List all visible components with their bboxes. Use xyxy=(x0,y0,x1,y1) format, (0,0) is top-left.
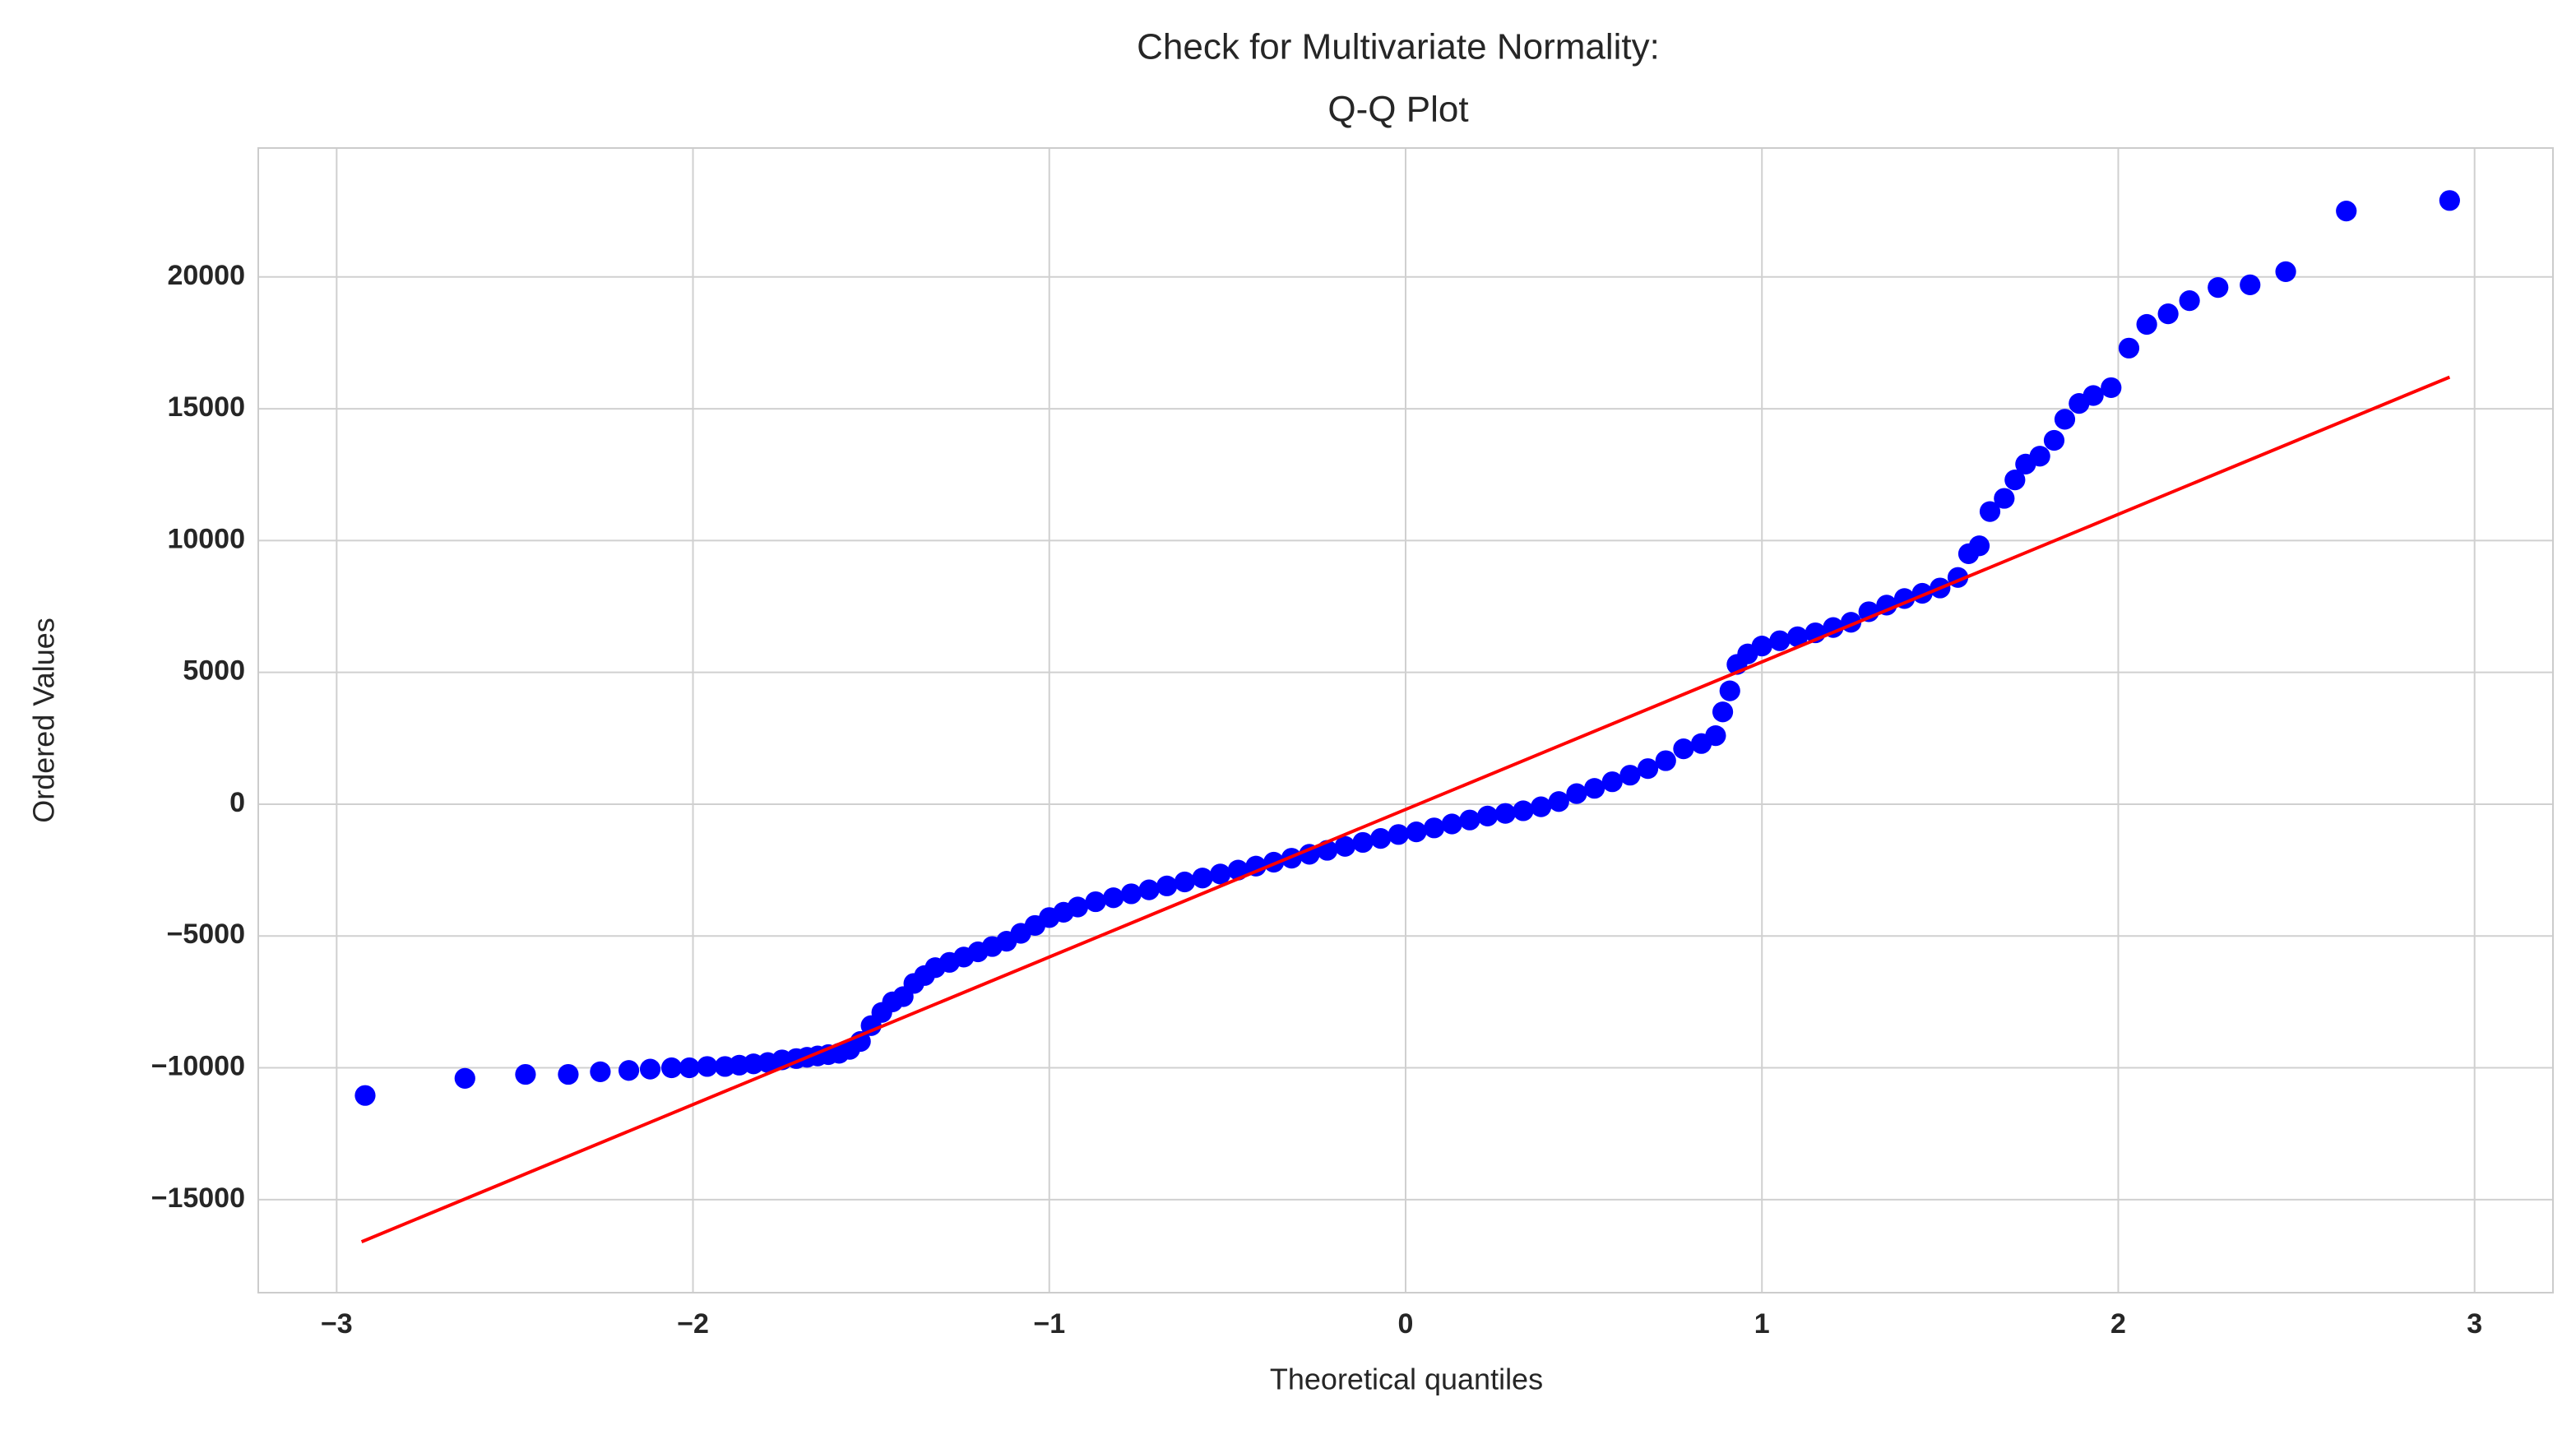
point xyxy=(1619,765,1641,786)
point xyxy=(2054,409,2076,430)
point xyxy=(2043,429,2065,451)
point xyxy=(1719,680,1740,701)
plot-frame xyxy=(257,147,2554,1293)
point xyxy=(1705,724,1726,747)
point xyxy=(1584,778,1605,799)
y-tick-label: 5000 xyxy=(183,655,245,687)
point xyxy=(660,1057,683,1079)
point xyxy=(2208,276,2229,298)
point xyxy=(1245,855,1267,877)
point xyxy=(1210,863,1231,885)
point xyxy=(1994,488,2015,509)
point xyxy=(2275,261,2296,282)
y-tick-label: −15000 xyxy=(151,1182,245,1214)
y-tick-label: 0 xyxy=(229,787,245,818)
point xyxy=(1751,635,1772,657)
point xyxy=(1655,750,1676,771)
point xyxy=(2136,313,2157,336)
point xyxy=(1968,535,1990,557)
point xyxy=(1876,595,1897,616)
y-axis-label: Ordered Values xyxy=(27,618,61,822)
point xyxy=(618,1060,640,1081)
chart-title: Check for Multivariate Normality: xyxy=(1137,27,1660,67)
point xyxy=(679,1057,700,1079)
point xyxy=(1459,809,1480,831)
point xyxy=(1712,701,1734,723)
x-tick-label: −3 xyxy=(321,1308,353,1340)
point xyxy=(1441,813,1462,835)
point xyxy=(1424,817,1445,839)
x-tick-label: −1 xyxy=(1033,1308,1065,1340)
y-tick-label: 15000 xyxy=(167,391,245,423)
point xyxy=(2101,377,2122,399)
point xyxy=(1494,803,1516,824)
x-axis-label: Theoretical quantiles xyxy=(1270,1363,1543,1396)
point xyxy=(1979,501,2001,522)
point xyxy=(515,1063,536,1085)
point xyxy=(1673,738,1694,760)
y-tick-label: 20000 xyxy=(167,260,245,291)
point xyxy=(2336,201,2357,222)
point xyxy=(1548,791,1569,812)
x-tick-label: 1 xyxy=(1754,1308,1770,1340)
fit-line xyxy=(360,375,2451,1243)
x-tick-label: 0 xyxy=(1398,1308,1414,1340)
point xyxy=(558,1063,579,1085)
point xyxy=(1637,758,1659,780)
point xyxy=(1120,883,1142,905)
point xyxy=(697,1056,718,1077)
point xyxy=(2004,470,2026,491)
point xyxy=(639,1058,661,1080)
point xyxy=(1406,821,1427,843)
point xyxy=(1388,824,1409,845)
point xyxy=(1370,828,1392,849)
point xyxy=(1352,831,1374,854)
point xyxy=(1138,879,1160,900)
point xyxy=(1786,626,1809,647)
y-tick-label: −10000 xyxy=(151,1051,245,1082)
point xyxy=(2157,303,2179,325)
x-tick-label: 2 xyxy=(2110,1308,2126,1340)
point xyxy=(1823,617,1844,638)
point xyxy=(1103,887,1124,909)
point xyxy=(1531,796,1552,817)
point xyxy=(1769,630,1791,651)
point xyxy=(354,1085,376,1106)
point xyxy=(1513,800,1534,821)
point xyxy=(1192,868,1213,889)
point xyxy=(2179,290,2200,312)
x-tick-label: −2 xyxy=(677,1308,709,1340)
point xyxy=(454,1067,475,1089)
point xyxy=(1085,891,1106,913)
x-tick-label: 3 xyxy=(2467,1308,2482,1340)
y-tick-label: 10000 xyxy=(167,523,245,554)
point xyxy=(1477,805,1499,826)
chart-title: Q-Q Plot xyxy=(1327,90,1468,130)
y-tick-label: −5000 xyxy=(167,919,246,950)
point xyxy=(1334,835,1355,857)
point xyxy=(1174,871,1195,893)
point xyxy=(2240,274,2261,295)
point xyxy=(1601,771,1623,793)
point xyxy=(1299,844,1320,865)
point xyxy=(1067,896,1089,918)
point xyxy=(2439,190,2460,211)
point xyxy=(1156,875,1178,896)
point xyxy=(2118,337,2140,359)
point xyxy=(2083,385,2104,406)
point xyxy=(590,1061,611,1082)
point xyxy=(1566,783,1587,804)
point xyxy=(2029,446,2050,467)
